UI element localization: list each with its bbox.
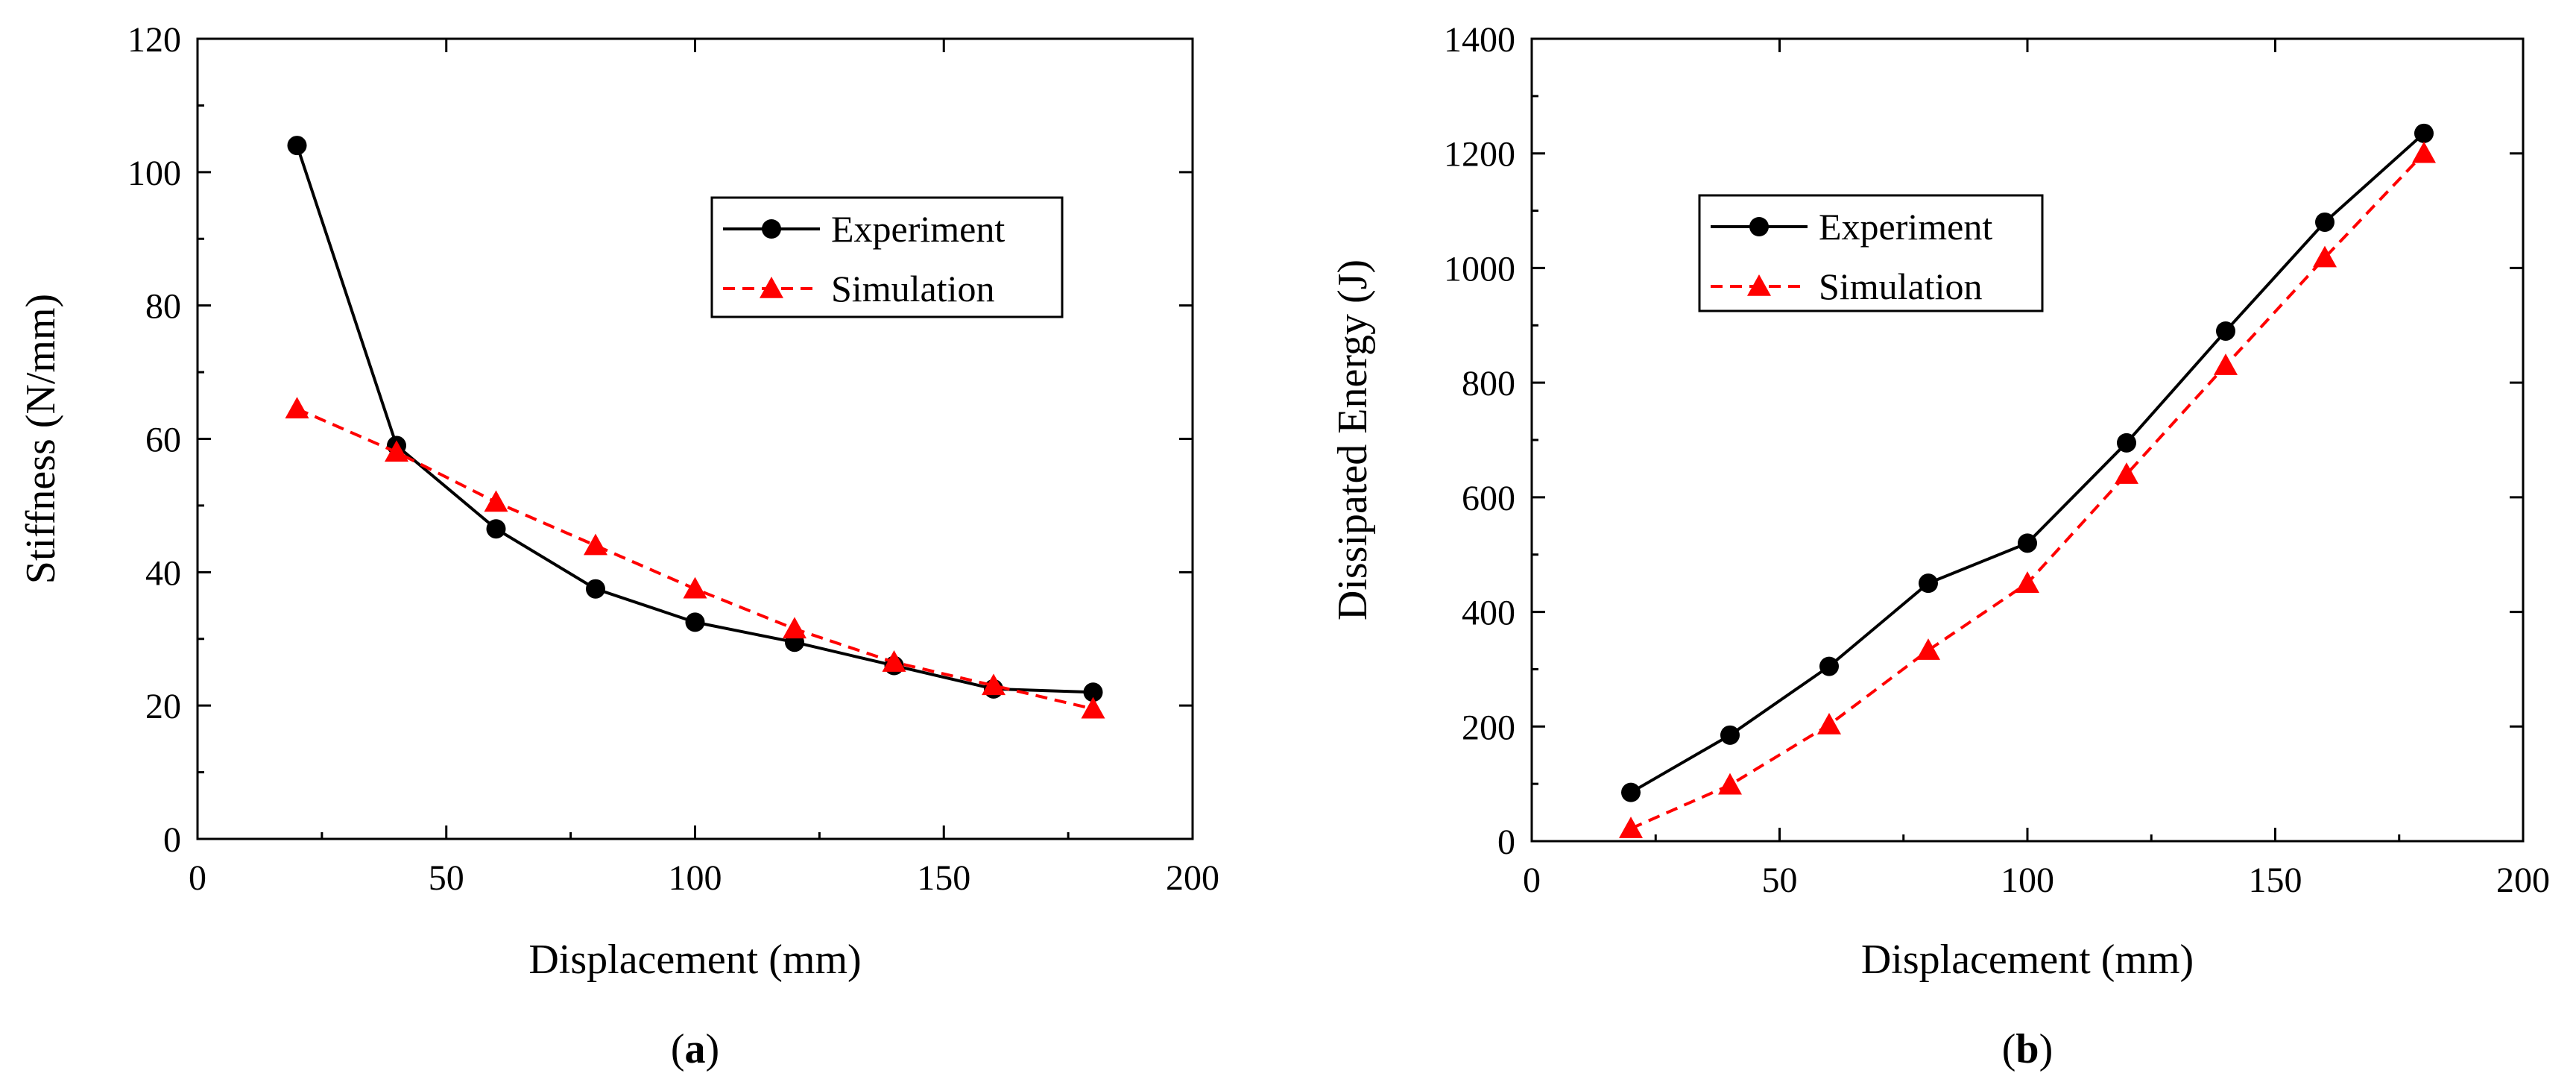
chart-b-series-simulation-point bbox=[1718, 773, 1742, 795]
chart-a-series-experiment-point bbox=[685, 612, 705, 632]
chart-b-y-tick-label: 400 bbox=[1462, 594, 1515, 633]
chart-b-x-axis-title: Displacement (mm) bbox=[1861, 937, 2194, 983]
chart-a-y-tick-label: 120 bbox=[127, 20, 181, 60]
chart-b-legend-marker-simulation bbox=[1747, 274, 1771, 296]
chart-b-legend: Experiment Simulation bbox=[1698, 194, 2044, 312]
chart-a-y-tick-label: 20 bbox=[145, 687, 181, 726]
chart-a-series-simulation-point bbox=[584, 533, 607, 556]
chart-a-panel-label: (a) bbox=[671, 1026, 719, 1072]
chart-b-series-experiment bbox=[1621, 123, 2434, 802]
chart-b-panel-label: (b) bbox=[2002, 1026, 2053, 1072]
chart-b-series-experiment-point bbox=[1720, 725, 1740, 745]
chart-b-series-simulation-point bbox=[2214, 353, 2238, 375]
chart-b-y-tick-label: 0 bbox=[1497, 823, 1515, 862]
chart-b-x-tick-label: 0 bbox=[1523, 861, 1541, 900]
chart-b-series-experiment-point bbox=[2315, 212, 2334, 232]
chart-b-y-tick-label: 1400 bbox=[1444, 20, 1515, 60]
chart-a-y-tick-label: 40 bbox=[145, 553, 181, 593]
chart-a-plot-frame bbox=[196, 37, 1194, 840]
chart-b-legend-label-experiment: Experiment bbox=[1819, 206, 1992, 248]
chart-a: 0 50 100 150 200 0 20 40 60 80 100 120 Displacement … bbox=[18, 20, 1219, 1072]
chart-a-series-simulation-point bbox=[285, 397, 309, 419]
chart-b-series-simulation-point bbox=[1817, 712, 1841, 735]
chart-a-legend-label-experiment: Experiment bbox=[831, 208, 1005, 250]
chart-b-x-tick-label: 150 bbox=[2249, 861, 2302, 900]
chart-b-series-experiment-point bbox=[1919, 573, 1938, 594]
chart-b-series-experiment-point bbox=[1621, 782, 1641, 802]
chart-b-y-tick-label: 800 bbox=[1462, 364, 1515, 403]
chart-a-x-tick-label: 100 bbox=[669, 858, 722, 898]
chart-a-y-tick-label: 60 bbox=[145, 421, 181, 460]
chart-a-legend-marker-simulation bbox=[760, 277, 783, 298]
chart-b-legend-label-simulation: Simulation bbox=[1819, 265, 1982, 307]
chart-a-series-simulation-point bbox=[882, 650, 906, 672]
chart-a-series-simulation-point bbox=[1081, 696, 1105, 719]
chart-b-series-simulation-point bbox=[2115, 462, 2138, 484]
chart-b-series-experiment-point bbox=[2414, 123, 2434, 143]
chart-b-y-tick-label: 600 bbox=[1462, 479, 1515, 518]
chart-a-legend-marker-experiment bbox=[762, 219, 781, 239]
chart-b-y-tick-label: 200 bbox=[1462, 708, 1515, 747]
chart-a-x-tick-label: 0 bbox=[189, 858, 206, 898]
chart-a-y-tick-label: 0 bbox=[163, 820, 181, 860]
chart-b-x-tick-label: 50 bbox=[1762, 861, 1798, 900]
chart-a-legend: Experiment Simulation bbox=[710, 196, 1064, 318]
chart-a-x-axis-title: Displacement (mm) bbox=[528, 937, 861, 983]
chart-a-y-axis-title: Stiffness (N/mm) bbox=[18, 294, 64, 584]
chart-b-series-simulation-point bbox=[1619, 817, 1643, 838]
chart-b-series-simulation bbox=[1619, 141, 2436, 838]
chart-a-x-tick-label: 150 bbox=[917, 858, 970, 898]
chart-a-series-simulation bbox=[285, 397, 1105, 719]
chart-b-series-experiment-point bbox=[2018, 533, 2037, 553]
chart-b-series-experiment-point bbox=[1819, 656, 1839, 676]
chart-a-series-simulation-point bbox=[683, 576, 707, 599]
chart-a-series-experiment-point bbox=[1083, 682, 1103, 702]
chart-b-series-simulation-point bbox=[2015, 571, 2039, 593]
chart-b: 0 50 100 150 200 0 200 400 600 800 1000 1200 1400 Dis… bbox=[1330, 20, 2550, 1072]
chart-b-series-experiment-point bbox=[2216, 321, 2235, 341]
chart-b-series-simulation-point bbox=[1916, 638, 1940, 660]
chart-a-y-tick-label: 100 bbox=[127, 154, 181, 193]
chart-a-x-tick-label: 50 bbox=[429, 858, 464, 898]
chart-a-series-simulation-point bbox=[484, 490, 508, 512]
chart-a-series-experiment-point bbox=[586, 579, 605, 599]
chart-a-y-tick-label: 80 bbox=[145, 287, 181, 327]
chart-a-series-simulation-point bbox=[982, 673, 1006, 696]
chart-a-series-experiment-point bbox=[287, 136, 307, 156]
chart-b-x-tick-label: 100 bbox=[2001, 861, 2054, 900]
chart-b-legend-marker-experiment bbox=[1749, 217, 1769, 236]
chart-b-y-tick-label: 1200 bbox=[1444, 135, 1515, 174]
chart-b-x-tick-label: 200 bbox=[2496, 861, 2550, 900]
chart-b-y-tick-label: 1000 bbox=[1444, 249, 1515, 289]
chart-b-y-axis-title: Dissipated Energy (J) bbox=[1330, 260, 1376, 620]
chart-a-series-simulation-point bbox=[385, 440, 408, 462]
chart-a-x-tick-label: 200 bbox=[1166, 858, 1219, 898]
chart-b-series-simulation-point bbox=[2313, 245, 2337, 268]
chart-b-plot-frame bbox=[1530, 37, 2525, 843]
chart-a-series-experiment-point bbox=[486, 519, 506, 539]
chart-b-series-experiment-point bbox=[2117, 433, 2136, 453]
chart-a-series-simulation-line bbox=[296, 407, 1093, 711]
chart-a-series-simulation-point bbox=[783, 617, 806, 639]
chart-a-legend-label-simulation: Simulation bbox=[831, 268, 994, 309]
chart-b-series-simulation-point bbox=[2412, 141, 2436, 163]
